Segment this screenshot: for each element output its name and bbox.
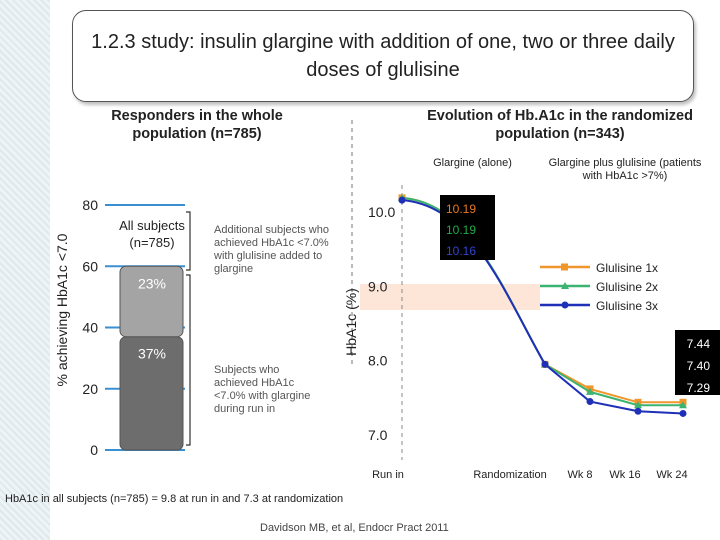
end-value: 7.40 [687,359,711,373]
bracket-top [186,211,191,271]
legend-label: Glulisine 2x [596,280,658,294]
slide-title: 1.2.3 study: insulin glargine with addit… [91,31,675,81]
right-y-axis-label: HbA1c (%) [343,288,359,356]
x-tick-label: Wk 24 [656,469,687,481]
bar-segment [119,265,184,338]
series-point [679,409,687,417]
bar-segment-label: 37% [138,346,166,362]
citation: Davidson MB, et al, Endocr Pract 2011 [260,522,449,534]
right-tick-label: 10.0 [368,204,395,220]
target-band-left [360,284,540,310]
bar-label-n: (n=785) [129,235,174,250]
hba1c-line-chart: HbA1c (%) 7.0 8.0 9.0 10.0 Run in Randomizat… [343,185,720,481]
left-bar-chart: % achieving HbA1c <7.0 0 20 40 60 80 All sub… [54,197,191,458]
phase-label-right: Glargine plus glulisine (patients with H… [548,157,702,182]
note-runin: Subjects who achieved HbA1c <7.0% with g… [214,364,311,415]
right-tick-label: 8.0 [368,353,388,369]
right-heading: Evolution of Hb.A1c in the randomized po… [427,108,693,142]
bar-label: All subjects [119,218,185,233]
run-in-label-box [440,195,495,260]
x-tick-label: Wk 16 [609,469,640,481]
series-point [541,360,549,368]
left-tick-label: 80 [82,197,98,213]
series-point [398,196,406,204]
legend-label: Glulisine 3x [596,299,658,313]
x-tick-label: Run in [372,469,404,481]
end-value: 7.29 [687,381,711,395]
bracket-bottom [186,274,191,446]
left-tick-label: 0 [90,442,98,458]
title-box: 1.2.3 study: insulin glargine with addit… [72,10,694,102]
series-point [586,398,594,406]
end-label-box [675,330,720,395]
series-point [679,401,687,409]
right-tick-label: 9.0 [368,278,388,294]
series-point [634,407,642,415]
legend-marker [561,282,569,289]
left-tick-label: 40 [82,320,98,336]
x-tick-label: Wk 8 [567,469,592,481]
left-heading: Responders in the whole population (n=78… [111,108,283,142]
legend-marker [561,263,568,271]
left-tick-label: 60 [82,258,98,274]
decorative-strip [0,0,50,540]
series-point [634,401,642,409]
run-in-value: 10.19 [446,202,476,216]
left-tick-label: 20 [82,381,98,397]
legend-label: Glulisine 1x [596,261,658,275]
end-value: 7.44 [687,337,711,351]
legend-marker [561,301,569,309]
run-in-value: 10.16 [446,244,476,258]
phase-label-left: Glargine (alone) [433,157,512,169]
right-tick-label: 7.0 [368,427,388,443]
x-tick-label: Randomization [473,469,546,481]
footer-note: HbA1c in all subjects (n=785) = 9.8 at r… [5,493,344,505]
note-additional: Additional subjects who achieved HbA1c <… [214,224,329,275]
series-point [586,387,594,395]
bar-segment-label: 23% [138,275,166,291]
run-in-value: 10.19 [446,223,476,237]
left-y-axis-label: % achieving HbA1c <7.0 [54,233,70,386]
